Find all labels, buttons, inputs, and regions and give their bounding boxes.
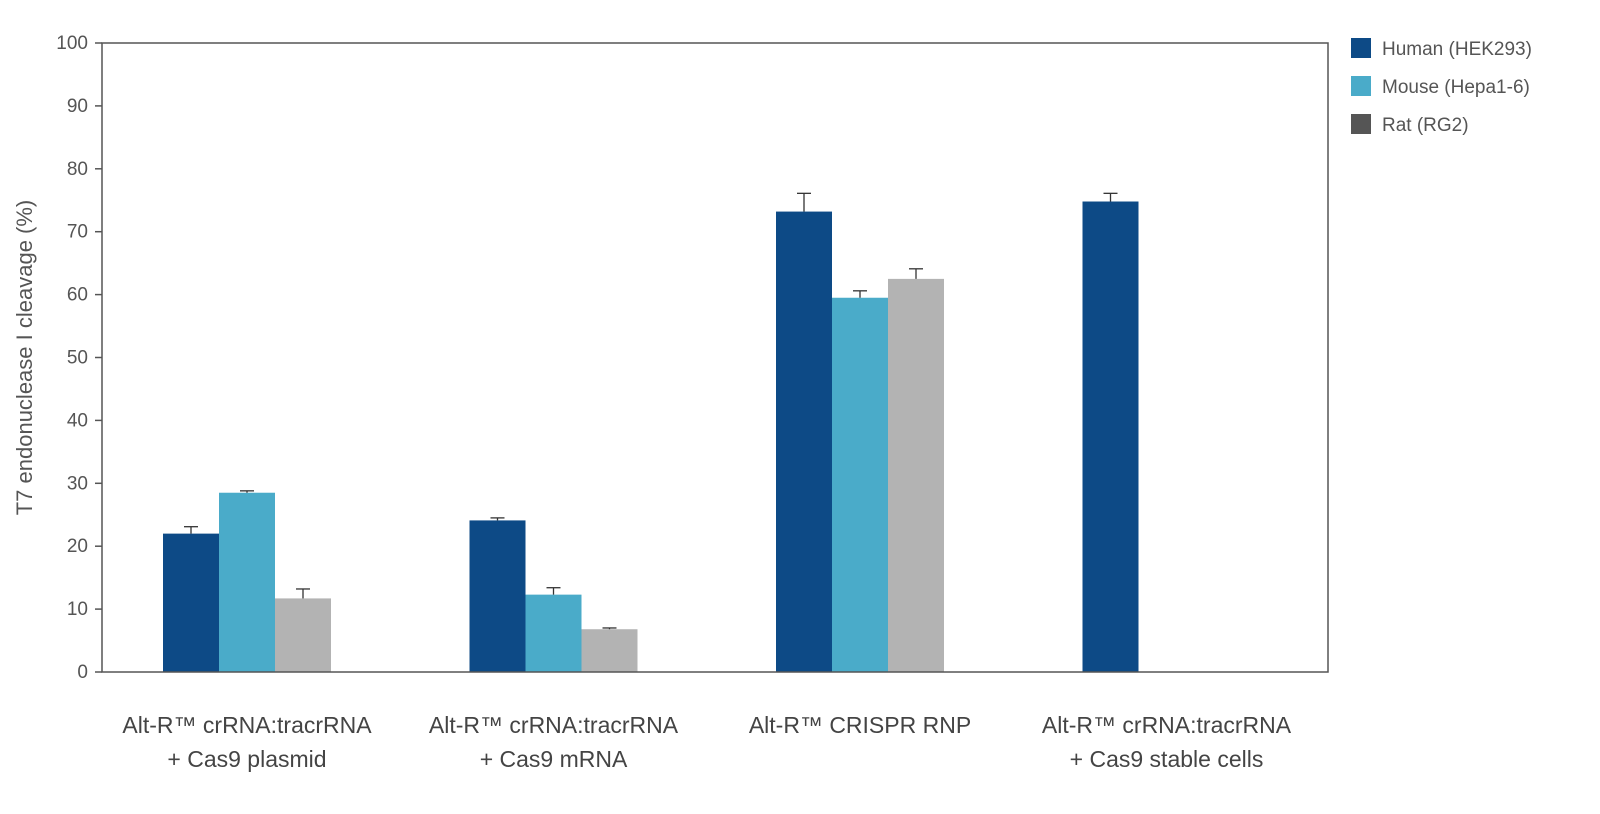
legend-label: Mouse (Hepa1-6) — [1382, 77, 1530, 98]
x-category-label: Alt-R™ crRNA:tracrRNA — [1042, 712, 1292, 738]
y-tick-label: 0 — [77, 662, 88, 683]
bar — [776, 211, 832, 672]
legend-swatch — [1351, 114, 1371, 134]
legend-swatch — [1351, 38, 1371, 58]
x-category-label: Alt-R™ CRISPR RNP — [749, 712, 971, 738]
y-tick-label: 80 — [67, 159, 88, 180]
x-axis-categories: Alt-R™ crRNA:tracrRNA + Cas9 plasmid Alt-R… — [122, 712, 1291, 772]
y-tick-label: 50 — [67, 348, 88, 369]
bars-layer — [163, 201, 1139, 672]
x-category-label-line2: + Cas9 stable cells — [1070, 746, 1264, 772]
x-category-label: Alt-R™ crRNA:tracrRNA — [429, 712, 679, 738]
legend: Human (HEK293) Mouse (Hepa1-6) Rat (RG2) — [1351, 38, 1532, 136]
legend-swatch — [1351, 76, 1371, 96]
plot-frame — [101, 42, 1329, 673]
bar — [163, 533, 219, 672]
x-category-label: Alt-R™ crRNA:tracrRNA — [122, 712, 372, 738]
bar — [275, 598, 331, 672]
y-tick-label: 90 — [67, 96, 88, 117]
bar — [581, 629, 638, 672]
bar — [219, 492, 275, 672]
y-axis: 0 10 20 30 40 50 60 70 80 90 100 — [56, 33, 102, 683]
bar — [525, 594, 582, 672]
y-tick-label: 70 — [67, 222, 88, 243]
legend-label: Human (HEK293) — [1382, 39, 1532, 60]
y-tick-label: 100 — [56, 33, 88, 54]
bar — [888, 278, 944, 672]
bar — [1082, 201, 1139, 672]
y-axis-label: T7 endonuclease I cleavage (%) — [12, 200, 37, 516]
x-category-label-line2: + Cas9 mRNA — [480, 746, 628, 772]
y-tick-label: 40 — [67, 410, 88, 431]
bar — [469, 520, 526, 672]
x-category-label-line2: + Cas9 plasmid — [167, 746, 326, 772]
y-tick-label: 60 — [67, 285, 88, 306]
bar — [832, 297, 888, 672]
y-tick-label: 20 — [67, 536, 88, 557]
y-tick-label: 30 — [67, 473, 88, 494]
error-bars-layer — [184, 192, 1118, 630]
legend-label: Rat (RG2) — [1382, 115, 1469, 136]
y-tick-label: 10 — [67, 599, 88, 620]
